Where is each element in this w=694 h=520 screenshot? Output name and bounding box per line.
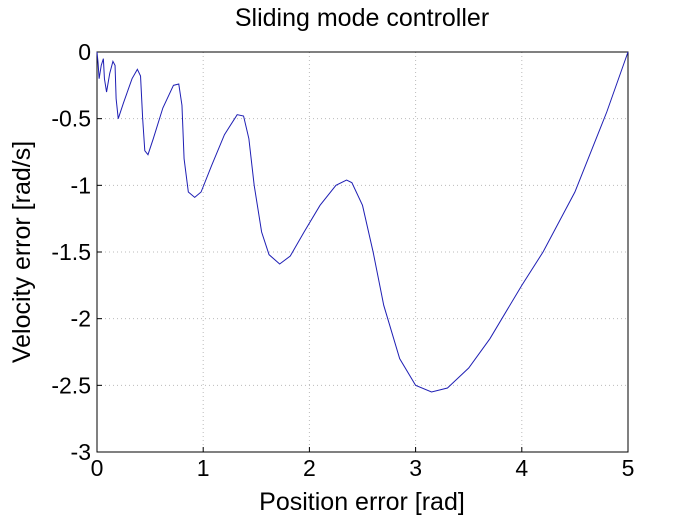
y-tick-label: -0.5 bbox=[51, 106, 91, 132]
y-axis-label: Velocity error [rad/s] bbox=[8, 141, 36, 363]
x-tick-label: 1 bbox=[197, 455, 210, 481]
y-tick-label: -2 bbox=[71, 306, 91, 332]
x-axis-label: Position error [rad] bbox=[259, 488, 465, 516]
x-tick-label: 5 bbox=[622, 455, 635, 481]
data-line bbox=[96, 51, 629, 393]
x-tick-label: 4 bbox=[515, 455, 528, 481]
plot-area bbox=[97, 52, 628, 452]
chart-title: Sliding mode controller bbox=[235, 4, 489, 32]
x-tick-label: 3 bbox=[409, 455, 422, 481]
x-tick-label: 2 bbox=[303, 455, 316, 481]
axes-box bbox=[96, 51, 629, 453]
y-tick-label: -1.5 bbox=[51, 239, 91, 265]
y-tick-label: -3 bbox=[71, 439, 91, 465]
x-tick-label: 0 bbox=[91, 455, 104, 481]
y-tick-label: -1 bbox=[71, 172, 91, 198]
y-tick-label: 0 bbox=[78, 39, 91, 65]
y-tick-label: -2.5 bbox=[51, 372, 91, 398]
